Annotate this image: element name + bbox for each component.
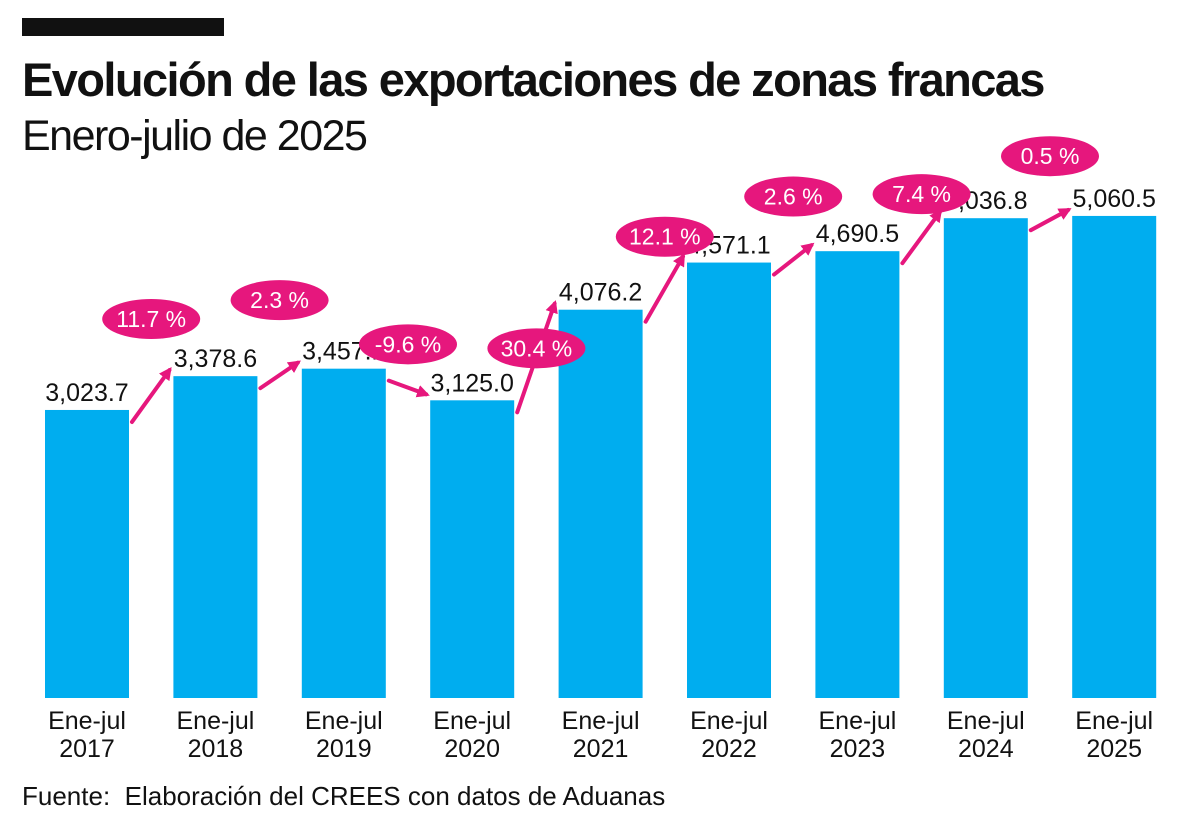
growth-arrow <box>900 209 943 266</box>
x-tick-label: Ene-jul 2019 <box>305 707 383 763</box>
bar-2025 <box>1072 215 1157 698</box>
growth-arrow <box>258 360 301 391</box>
x-tick-label: Ene-jul 2017 <box>48 707 126 763</box>
value-label: 3,378.6 <box>174 345 257 373</box>
growth-label: 30.4 % <box>501 335 573 361</box>
value-label: 4,690.5 <box>816 220 899 248</box>
bar-2024 <box>943 218 1028 698</box>
x-tick-label: Ene-jul 2020 <box>433 707 511 763</box>
x-tick-label: Ene-jul 2025 <box>1075 707 1153 763</box>
bar-2018 <box>173 376 258 698</box>
growth-label: -9.6 % <box>375 331 441 357</box>
value-label: 3,023.7 <box>45 379 128 407</box>
source-note: Fuente: Elaboración del CREES con datos … <box>22 781 666 811</box>
x-tick-label: Ene-jul 2021 <box>562 707 640 763</box>
value-label: 3,125.0 <box>430 369 513 397</box>
growth-arrow <box>386 378 430 398</box>
growth-bubble <box>487 328 586 369</box>
value-label: 5,060.5 <box>1072 185 1155 213</box>
growth-label: 2.6 % <box>764 184 823 210</box>
growth-label: 0.5 % <box>1021 143 1080 169</box>
bar-2023 <box>815 251 900 698</box>
x-tick-label: Ene-jul 2018 <box>176 707 254 763</box>
growth-arrow <box>1028 207 1072 233</box>
growth-label: 12.1 % <box>629 224 701 250</box>
growth-label: 2.3 % <box>250 287 309 313</box>
chart-subtitle: Enero-julio de 2025 <box>22 112 368 160</box>
growth-bubble <box>615 216 714 257</box>
bar-2021 <box>558 309 643 698</box>
growth-bubble <box>1001 136 1099 177</box>
bar-2020 <box>430 400 515 698</box>
x-tick-label: Ene-jul 2022 <box>690 707 768 763</box>
growth-label: 7.4 % <box>892 181 951 207</box>
bar-2019 <box>301 368 386 698</box>
x-tick-label: Ene-jul 2023 <box>818 707 896 763</box>
growth-arrow <box>643 253 685 324</box>
chart-title: Evolución de las exportaciones de zonas … <box>22 53 1045 106</box>
growth-label: 11.7 % <box>116 306 186 332</box>
bar-2017 <box>45 409 129 698</box>
header-rule <box>22 18 224 36</box>
x-tick-label: Ene-jul 2024 <box>947 707 1025 763</box>
bar-2022 <box>687 262 771 698</box>
growth-bubble <box>872 174 971 215</box>
growth-arrow <box>772 242 815 277</box>
value-label: 4,076.2 <box>559 279 642 307</box>
growth-bubble <box>744 176 843 217</box>
growth-bubble <box>102 298 201 339</box>
growth-arrow <box>130 367 172 424</box>
growth-bubble <box>359 324 457 365</box>
growth-bubble <box>230 280 329 321</box>
